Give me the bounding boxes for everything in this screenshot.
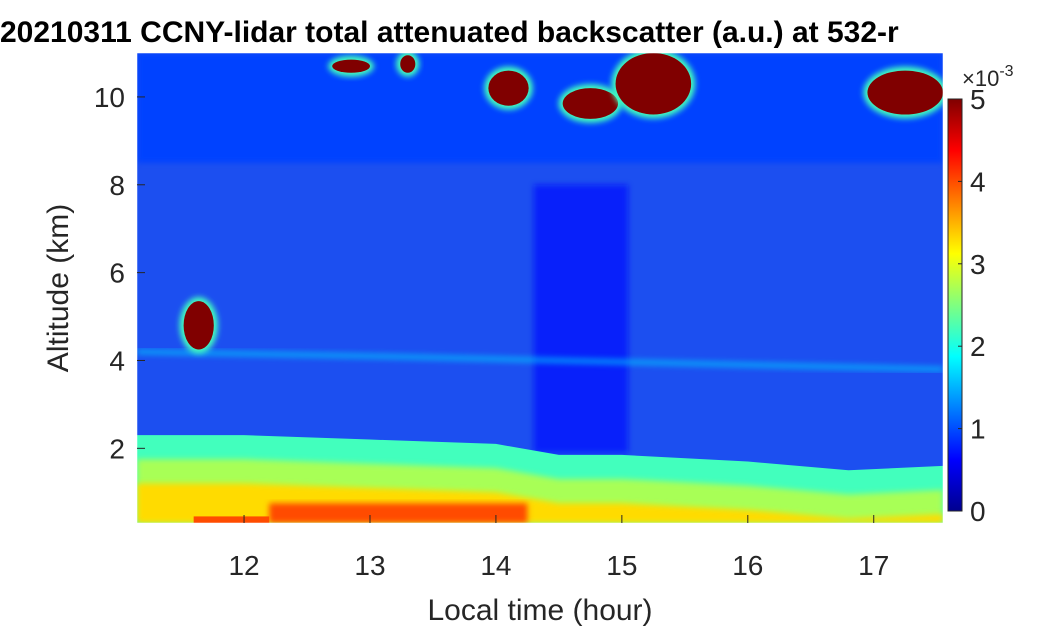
x-tick-label-12: 12 bbox=[228, 550, 259, 581]
colorbar-gradient bbox=[947, 98, 963, 512]
cloud-cirrus-4 bbox=[562, 88, 619, 119]
x-tick-label-17: 17 bbox=[858, 550, 889, 581]
colorbar-exponent: ×10-3 bbox=[962, 63, 1014, 91]
cloud-cirrus-2 bbox=[400, 55, 416, 73]
cloud-cirrus-6 bbox=[867, 70, 943, 115]
elevated-aerosol-layer bbox=[137, 348, 943, 373]
cloud-cirrus-1 bbox=[332, 59, 370, 73]
surface-enhanced-band-west bbox=[193, 516, 270, 523]
x-axis: 12 13 14 15 16 17 bbox=[228, 515, 889, 581]
colorbar: 0 1 2 3 4 5 ×10-3 bbox=[947, 63, 1014, 527]
upper-air-band bbox=[137, 53, 943, 163]
y-axis-title: Altitude (km) bbox=[42, 204, 75, 372]
colorbar-tick-label-1: 1 bbox=[970, 414, 986, 445]
x-tick-label-16: 16 bbox=[732, 550, 763, 581]
y-tick-label-6: 6 bbox=[109, 258, 125, 289]
surface-enhanced-band bbox=[269, 503, 528, 523]
colorbar-ticks: 0 1 2 3 4 5 bbox=[958, 84, 986, 527]
y-tick-label-8: 8 bbox=[109, 170, 125, 201]
colorbar-tick-label-3: 3 bbox=[970, 249, 986, 280]
y-axis: 2 4 6 8 10 bbox=[94, 82, 145, 464]
colorbar-tick-label-2: 2 bbox=[970, 331, 986, 362]
colorbar-tick-label-4: 4 bbox=[970, 166, 986, 197]
colorbar-tick-label-0: 0 bbox=[970, 496, 986, 527]
x-tick-label-13: 13 bbox=[354, 550, 385, 581]
cloud-low-cloud bbox=[183, 301, 214, 350]
colorbar-exponent-power: -3 bbox=[999, 63, 1013, 80]
y-tick-label-4: 4 bbox=[109, 345, 125, 376]
x-tick-label-15: 15 bbox=[606, 550, 637, 581]
colorbar-exponent-base: ×10 bbox=[962, 66, 999, 91]
y-tick-label-10: 10 bbox=[94, 82, 125, 113]
cloud-cirrus-5 bbox=[615, 53, 692, 115]
heatmap-field bbox=[137, 53, 943, 523]
colorbar-tick-label-5: 5 bbox=[970, 84, 986, 115]
chart-title: 20210311 CCNY-lidar total attenuated bac… bbox=[0, 16, 899, 49]
y-tick-label-2: 2 bbox=[109, 433, 125, 464]
x-tick-label-14: 14 bbox=[480, 550, 511, 581]
plot-area bbox=[137, 53, 943, 523]
x-axis-title: Local time (hour) bbox=[427, 594, 652, 627]
afternoon-clear-region bbox=[533, 184, 629, 453]
cloud-cirrus-3 bbox=[488, 70, 529, 106]
